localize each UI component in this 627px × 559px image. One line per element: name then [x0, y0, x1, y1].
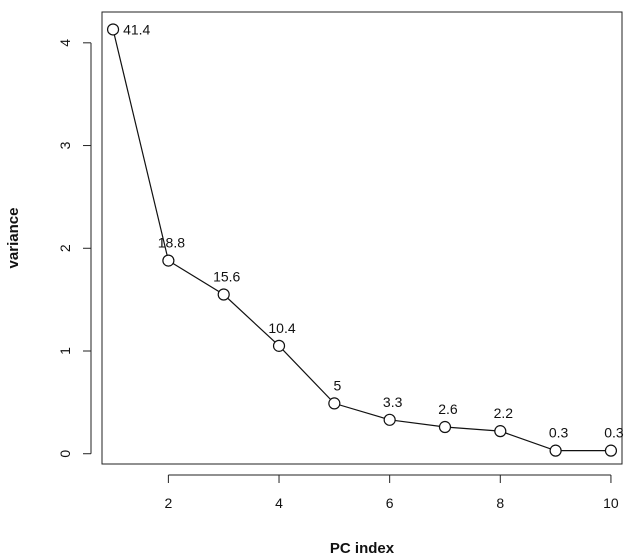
- y-tick-label: 0: [57, 450, 73, 458]
- data-label: 15.6: [213, 269, 240, 285]
- x-axis: 2 4 6 8 10: [164, 474, 619, 511]
- data-point: [494, 425, 507, 438]
- data-label: 0.3: [549, 425, 569, 441]
- y-tick-label: 3: [57, 141, 73, 149]
- y-axis-title: variance: [5, 208, 22, 269]
- data-point: [162, 254, 175, 267]
- data-label: 41.4: [123, 21, 150, 37]
- x-tick-label: 8: [496, 495, 504, 511]
- plot-box: [101, 11, 623, 465]
- x-tick-label: 10: [603, 495, 619, 511]
- data-point: [438, 420, 452, 434]
- data-point: [549, 444, 562, 457]
- data-point: [217, 288, 230, 301]
- x-tick-label: 4: [275, 495, 283, 511]
- y-axis: 0 1 2 3 4: [57, 39, 92, 458]
- data-labels: 41.4 18.8 15.6 10.4 5 3.3 2.6 2.2 0.3 0.3: [123, 21, 624, 440]
- series-line: [112, 29, 611, 452]
- data-label: 5: [333, 377, 341, 393]
- data-label: 0.3: [604, 425, 624, 441]
- x-axis-title: PC index: [330, 540, 395, 557]
- data-label: 2.6: [438, 401, 458, 417]
- data-point: [328, 397, 341, 410]
- data-point: [106, 23, 120, 36]
- data-label: 18.8: [158, 235, 185, 251]
- data-points: [106, 23, 618, 457]
- data-label: 3.3: [383, 394, 403, 410]
- y-tick-label: 1: [57, 347, 73, 355]
- data-label: 2.2: [494, 405, 514, 421]
- y-tick-label: 2: [57, 244, 73, 252]
- x-tick-label: 2: [164, 495, 172, 511]
- data-point: [272, 339, 286, 352]
- data-label: 10.4: [268, 320, 295, 336]
- x-tick-label: 6: [386, 495, 394, 511]
- data-point: [383, 413, 396, 426]
- data-point: [604, 444, 618, 457]
- y-tick-label: 4: [57, 39, 73, 47]
